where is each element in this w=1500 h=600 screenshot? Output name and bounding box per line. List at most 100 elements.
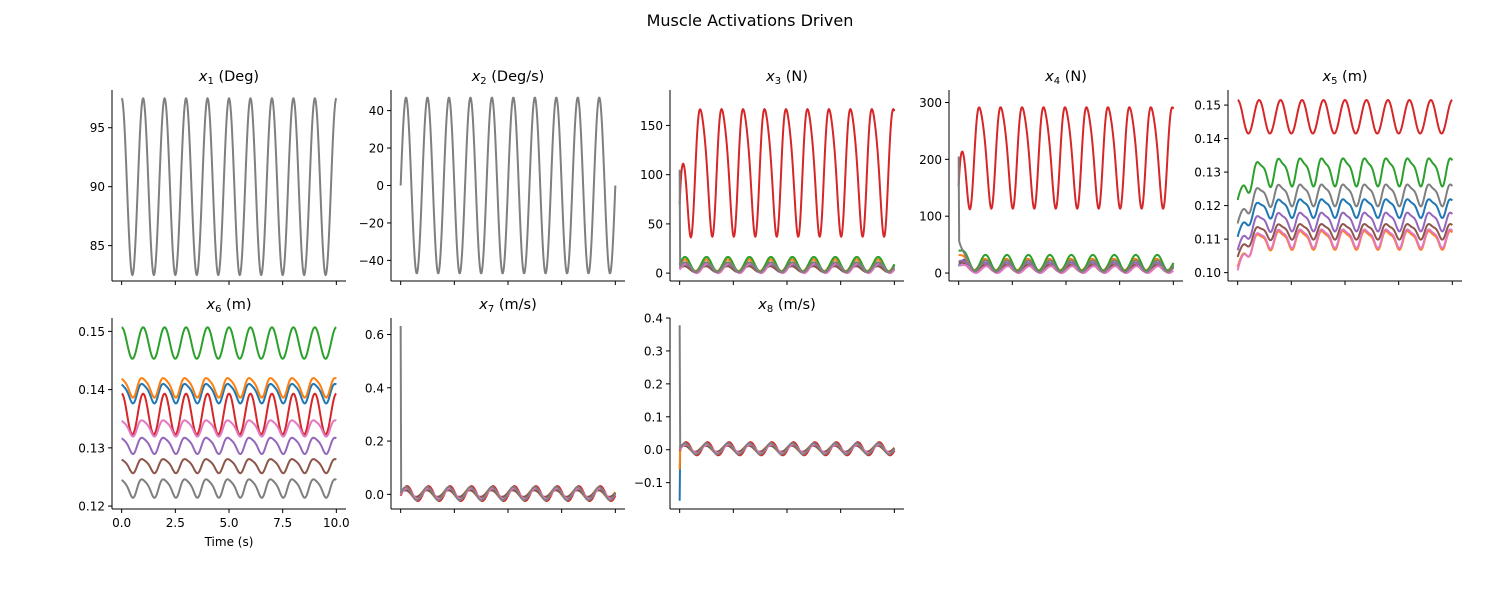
- series-line-8: [121, 478, 337, 499]
- series-line-4: [121, 392, 337, 436]
- subplot-x6: x6 (m) 0.12 0.13 0.14 0.15 0.0 2.5 5.0 7.5 10.0 Ti…: [78, 297, 349, 549]
- subplot-title-unit: (Deg): [214, 69, 259, 85]
- series-line-3: [958, 249, 1175, 272]
- x-tick-label: 10.0: [323, 516, 350, 530]
- y-tick-label: 0.15: [78, 325, 105, 339]
- y-tick-label: 0.2: [365, 435, 384, 449]
- subplot-title-var: x: [765, 69, 775, 85]
- subplot-title-subscript: 5: [1331, 76, 1337, 87]
- subplot-title: x3 (N): [765, 69, 808, 87]
- series-line-8: [678, 325, 896, 456]
- subplot-title-subscript: 7: [488, 304, 494, 315]
- y-tick-label: 0.4: [365, 381, 384, 395]
- y-tick-label: 100: [640, 168, 663, 182]
- series-line-8: [678, 169, 896, 274]
- series-line-3: [121, 326, 337, 360]
- subplot-title-unit: (m/s): [773, 297, 816, 313]
- series-line-1: [1236, 198, 1454, 238]
- figure-title: Muscle Activations Driven: [646, 11, 854, 30]
- x-tick-label: 2.5: [166, 516, 185, 530]
- y-tick-label: 90: [90, 180, 105, 194]
- y-tick-label: 100: [919, 210, 942, 224]
- y-tick-label: 0.6: [365, 328, 384, 342]
- y-tick-label: 0: [934, 267, 942, 281]
- series-line-1: [678, 443, 896, 501]
- x-axis-label: Time (s): [204, 535, 254, 549]
- series-line-2: [121, 377, 337, 399]
- x-tick-label: 5.0: [219, 516, 238, 530]
- series-line-5: [1236, 211, 1454, 251]
- subplot-title-unit: (N): [1060, 69, 1087, 85]
- subplot-title-subscript: 8: [767, 304, 773, 315]
- y-tick-label: 0.1: [644, 410, 663, 424]
- subplot-title-unit: (m): [221, 297, 251, 313]
- subplot-title: x4 (N): [1044, 69, 1087, 87]
- subplot-title-unit: (Deg/s): [487, 69, 545, 85]
- subplot-title: x6 (m): [205, 297, 251, 315]
- subplot-x1: x1 (Deg) 85 90 95: [90, 69, 346, 285]
- y-tick-label: 0.2: [644, 377, 663, 391]
- y-tick-label: 150: [640, 119, 663, 133]
- subplot-title-unit: (N): [781, 69, 808, 85]
- series-line-6: [121, 458, 337, 475]
- y-tick-label: −20: [359, 216, 384, 230]
- y-tick-label: 0.0: [644, 443, 663, 457]
- subplot-title-subscript: 2: [480, 76, 486, 87]
- subplot-title-var: x: [1321, 69, 1331, 85]
- series-line-8: [1236, 183, 1454, 224]
- subplot-x2: x2 (Deg/s) −40 −20 0 20 40: [359, 69, 625, 285]
- subplot-title: x1 (Deg): [198, 69, 259, 87]
- series-line-1: [121, 382, 337, 405]
- y-tick-label: 0.13: [1194, 166, 1221, 180]
- subplot-title: x2 (Deg/s): [471, 69, 545, 87]
- subplot-title-var: x: [198, 69, 208, 85]
- subplot-title-unit: (m): [1337, 69, 1367, 85]
- subplot-title-subscript: 6: [215, 304, 221, 315]
- y-tick-label: 0.11: [1194, 233, 1221, 247]
- subplot-title-var: x: [471, 69, 481, 85]
- y-tick-label: 200: [919, 153, 942, 167]
- y-tick-label: 0.12: [1194, 199, 1221, 213]
- subplot-x7: x7 (m/s) 0.0 0.2 0.4 0.6: [365, 297, 625, 513]
- subplot-x3: x3 (N) 0 50 100 150: [640, 69, 904, 285]
- series-line-3: [1236, 157, 1454, 201]
- subplot-title-unit: (m/s): [494, 297, 537, 313]
- series-line-6: [1236, 223, 1453, 258]
- series-line-8: [399, 325, 617, 502]
- y-tick-label: 300: [919, 96, 942, 110]
- y-tick-label: 0.3: [644, 344, 663, 358]
- subplot-title-var: x: [478, 297, 488, 313]
- series-line-1: [120, 97, 338, 277]
- series-line-4: [1237, 99, 1453, 135]
- series-line-4: [678, 108, 896, 239]
- subplot-x5: x5 (m) 0.10 0.11 0.12 0.13 0.14 0.15: [1194, 69, 1462, 285]
- y-tick-label: 0.15: [1194, 99, 1221, 113]
- y-tick-label: 0.14: [78, 383, 105, 397]
- y-tick-label: 50: [648, 217, 663, 231]
- x-tick-label: 0.0: [112, 516, 131, 530]
- subplot-title-var: x: [757, 297, 767, 313]
- y-tick-label: 0: [655, 267, 663, 281]
- series-line-7: [1236, 228, 1454, 271]
- x-tick-label: 7.5: [273, 516, 292, 530]
- subplot-title: x5 (m): [1321, 69, 1367, 87]
- y-tick-label: 0.10: [1194, 266, 1221, 280]
- y-tick-label: 0.14: [1194, 132, 1221, 146]
- series-line-7: [121, 419, 337, 438]
- y-tick-label: 85: [90, 239, 105, 253]
- y-tick-label: 0: [376, 179, 384, 193]
- y-tick-label: −0.1: [634, 476, 663, 490]
- series-line-1: [399, 96, 617, 275]
- y-tick-label: 0.4: [644, 312, 663, 326]
- subplot-title: x7 (m/s): [478, 297, 536, 315]
- y-tick-label: 0.13: [78, 441, 105, 455]
- y-tick-label: 0.0: [365, 488, 384, 502]
- subplot-title: x8 (m/s): [757, 297, 815, 315]
- subplot-title-var: x: [205, 297, 215, 313]
- subplot-title-subscript: 1: [208, 76, 214, 87]
- y-tick-label: 40: [369, 104, 384, 118]
- series-line-8: [957, 156, 1175, 273]
- subplot-title-var: x: [1044, 69, 1054, 85]
- subplot-title-subscript: 4: [1054, 76, 1060, 87]
